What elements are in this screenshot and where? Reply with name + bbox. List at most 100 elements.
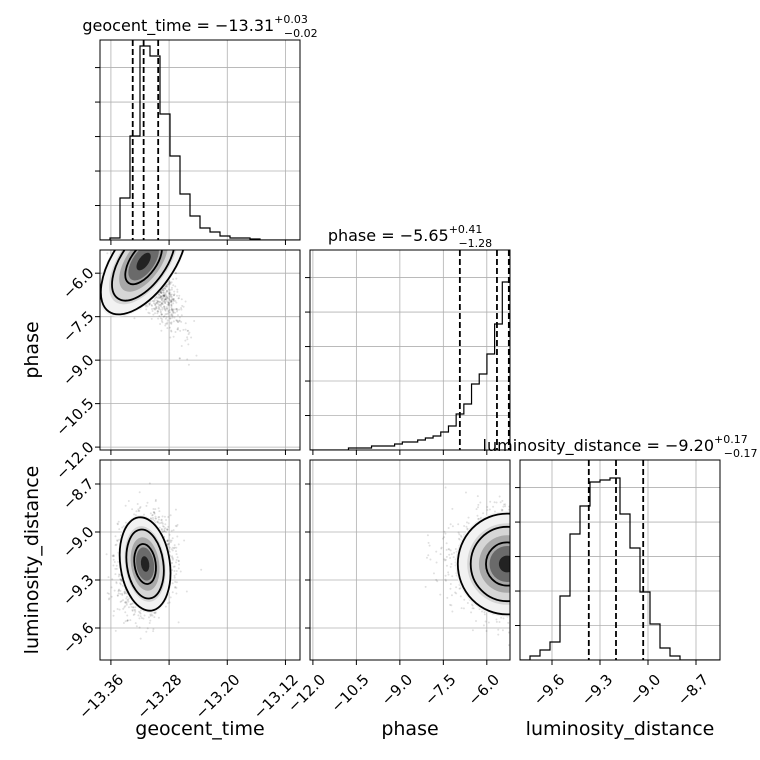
scatter-point	[155, 305, 158, 308]
scatter-point	[114, 197, 116, 199]
scatter-point	[139, 241, 141, 243]
scatter-point	[133, 513, 136, 516]
scatter-point	[131, 609, 134, 612]
scatter-point	[171, 297, 174, 300]
scatter-point	[112, 209, 114, 211]
scatter-point	[145, 240, 147, 242]
scatter-point	[175, 525, 178, 528]
scatter-point	[122, 235, 124, 237]
scatter-point	[170, 330, 173, 333]
scatter-point	[504, 503, 507, 506]
scatter-point	[159, 323, 162, 326]
scatter-point	[152, 508, 155, 511]
scatter-point	[124, 228, 126, 230]
scatter-point	[168, 309, 171, 312]
scatter-point	[160, 313, 163, 316]
scatter-point	[144, 242, 146, 244]
scatter-point	[164, 324, 167, 327]
scatter-point	[166, 327, 169, 330]
scatter-point	[112, 614, 115, 617]
scatter-point	[138, 247, 140, 249]
scatter-point	[173, 316, 176, 319]
scatter-point	[511, 553, 513, 555]
scatter-point	[135, 244, 137, 246]
scatter-point	[136, 235, 138, 237]
scatter-point	[512, 562, 514, 564]
scatter-point	[121, 526, 124, 529]
scatter-point	[171, 561, 174, 564]
scatter-point	[153, 611, 156, 614]
scatter-point	[149, 245, 151, 247]
scatter-point	[119, 589, 122, 592]
scatter-point	[131, 248, 133, 250]
scatter-point	[103, 172, 105, 174]
scatter-point	[445, 555, 448, 558]
scatter-point	[171, 537, 174, 540]
scatter-point	[104, 178, 106, 180]
scatter-point	[135, 243, 137, 245]
scatter-point	[168, 542, 171, 545]
scatter-point	[168, 292, 171, 295]
scatter-point	[114, 199, 116, 201]
scatter-point	[121, 224, 123, 226]
scatter-point	[162, 291, 165, 294]
scatter-point	[116, 223, 118, 225]
scatter-point	[161, 308, 164, 311]
scatter-point	[147, 616, 150, 619]
grid	[310, 250, 510, 450]
scatter-point	[125, 237, 127, 239]
scatter-point	[171, 549, 174, 552]
scatter-point	[157, 616, 160, 619]
scatter-point	[113, 235, 115, 237]
scatter-point	[524, 551, 526, 553]
scatter-point	[124, 213, 126, 215]
scatter-point	[130, 247, 132, 249]
scatter-point	[170, 329, 173, 332]
scatter-point	[127, 223, 129, 225]
scatter-point	[162, 525, 165, 528]
scatter-point	[143, 246, 145, 248]
scatter-point	[82, 171, 84, 173]
scatter-point	[514, 538, 516, 540]
scatter-point	[175, 307, 178, 310]
scatter-point	[136, 245, 138, 247]
scatter-point	[538, 585, 540, 587]
scatter-point	[176, 320, 179, 323]
scatter-point	[143, 243, 145, 245]
scatter-point	[517, 608, 519, 610]
scatter-point	[141, 230, 143, 232]
scatter-point	[149, 247, 151, 249]
scatter-point	[521, 562, 523, 564]
scatter-point	[163, 530, 166, 533]
scatter-point	[140, 231, 142, 233]
scatter-point	[126, 243, 128, 245]
scatter-point	[107, 598, 110, 601]
scatter-point	[514, 545, 516, 547]
scatter-point	[140, 245, 142, 247]
scatter-point	[535, 596, 537, 598]
histogram-phase	[310, 281, 510, 450]
scatter-point	[161, 242, 163, 244]
scatter-point	[116, 222, 118, 224]
scatter-point	[116, 594, 119, 597]
scatter-point	[127, 236, 129, 238]
scatter-point	[523, 559, 525, 561]
scatter-point	[173, 570, 176, 573]
scatter-point	[138, 237, 140, 239]
scatter-point	[127, 221, 129, 223]
scatter-point	[159, 522, 162, 525]
scatter-point	[159, 317, 162, 320]
panel-title-geocent_time: geocent_time = −13.31+0.03 −0.02	[82, 13, 317, 40]
scatter-point	[173, 293, 176, 296]
scatter-point	[104, 210, 106, 212]
y-axis-label-luminosity_distance: luminosity_distance	[21, 466, 43, 655]
scatter-point	[137, 245, 139, 247]
scatter-point	[149, 512, 152, 515]
scatter-point	[554, 549, 556, 551]
scatter-point	[164, 286, 167, 289]
scatter-point	[170, 307, 173, 310]
scatter-point	[145, 246, 147, 248]
scatter-point	[132, 243, 134, 245]
scatter-point	[130, 605, 133, 608]
scatter-point	[129, 230, 131, 232]
